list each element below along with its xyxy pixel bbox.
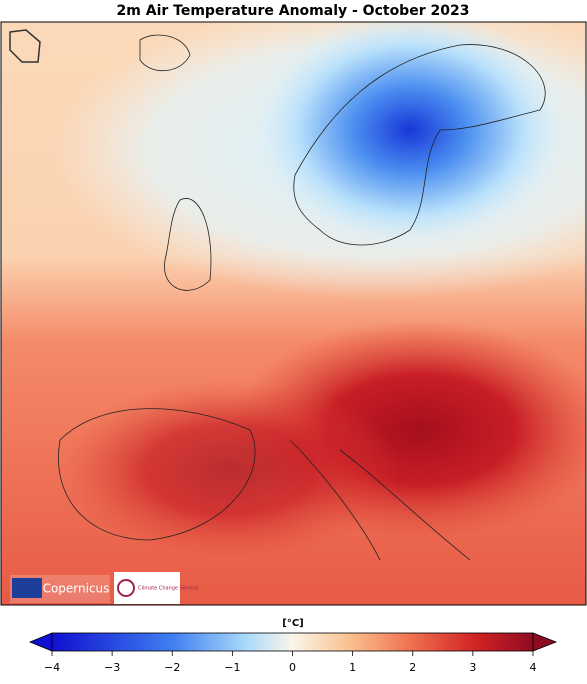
warm-anomaly: [60, 380, 400, 560]
colorbar-tick-label: 0: [289, 661, 296, 674]
colorbar-tick-label: 1: [349, 661, 356, 674]
colorbar-tick-label: −4: [44, 661, 60, 674]
colorbar-tick-label: −3: [104, 661, 120, 674]
colorbar-tick-label: −1: [224, 661, 240, 674]
eu-flag: [12, 578, 42, 598]
climate-logo-icon: [117, 579, 135, 597]
colorbar-tick-label: −2: [164, 661, 180, 674]
logo-icon: [9, 29, 41, 63]
colorbar-tick-label: 3: [469, 661, 476, 674]
map: Copernicus Climate Change Service: [1, 22, 586, 605]
colorbar-tick-label: 2: [409, 661, 416, 674]
map-frame: [0, 21, 587, 606]
title: 2m Air Temperature Anomaly - October 202…: [117, 3, 470, 19]
colorbar-tick-label: 4: [530, 661, 537, 674]
coastline: [293, 44, 546, 246]
colorbar: [51, 632, 534, 652]
colorbar-extend-low: [28, 632, 53, 652]
cold-anomaly: [250, 22, 570, 250]
climate-logo: Climate Change Service: [138, 586, 198, 592]
coastline: [58, 408, 471, 561]
colorbar-extend-high: [532, 632, 558, 652]
coastline: [139, 34, 191, 72]
coastline: [164, 198, 212, 291]
climate-logo-box: [114, 572, 180, 604]
colorbar-label: [°C]: [282, 618, 303, 629]
copernicus-logo: Copernicus: [43, 582, 110, 596]
